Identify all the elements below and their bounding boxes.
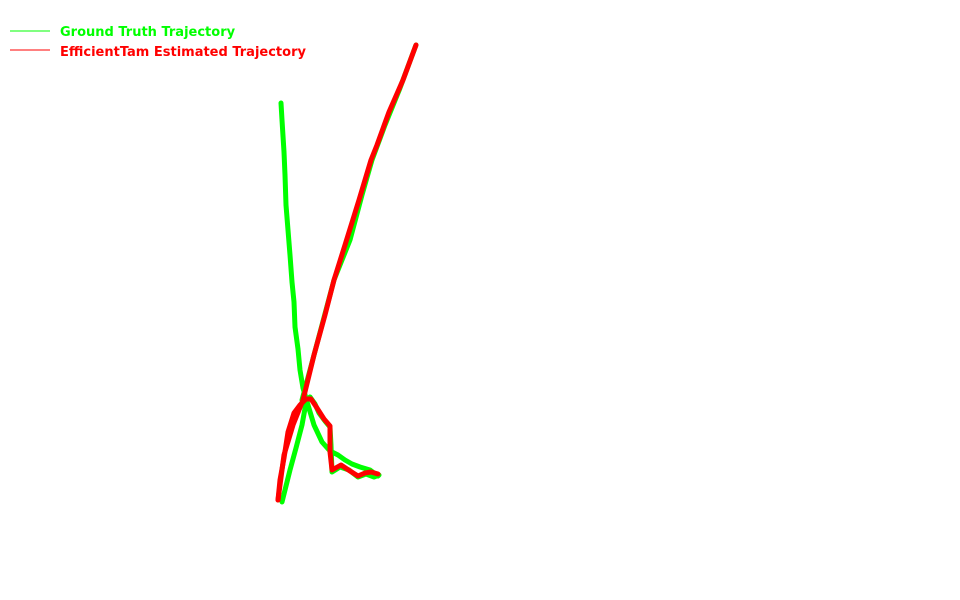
ground-truth-trajectory-segment: [299, 42, 419, 403]
legend: Ground Truth Trajectory EfficientTam Est…: [10, 25, 306, 60]
estimated-trajectory-segment: [275, 42, 419, 503]
estimated-trajectory-line: [275, 396, 381, 503]
legend-label-ground-truth: Ground Truth Trajectory: [60, 25, 236, 40]
legend-label-estimated: EfficientTam Estimated Trajectory: [60, 45, 306, 60]
plot-area: [275, 42, 419, 505]
